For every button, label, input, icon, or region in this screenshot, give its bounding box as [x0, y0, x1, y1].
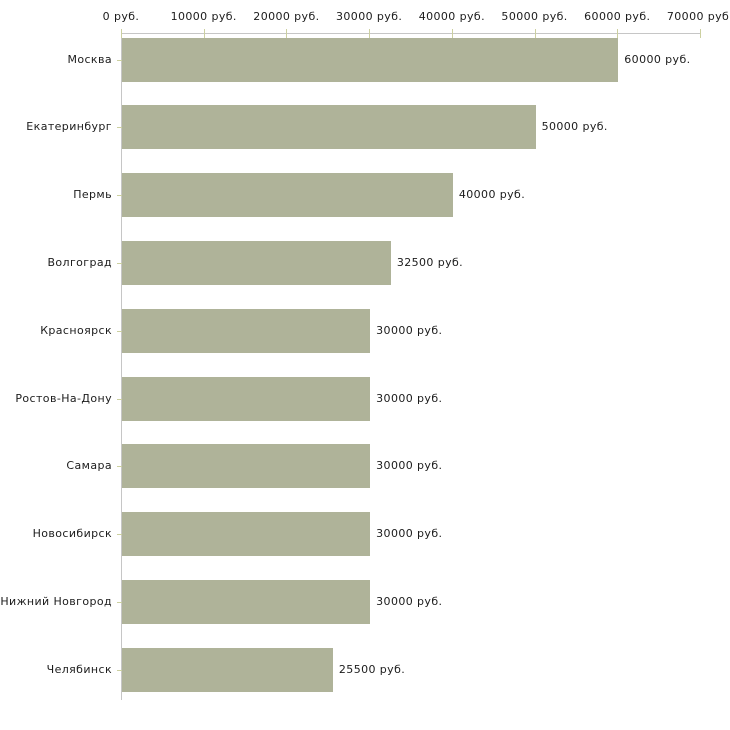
- x-axis-tick-label: 60000 руб.: [584, 10, 651, 23]
- x-axis-tick: [534, 29, 536, 38]
- value-label: 30000 руб.: [376, 527, 443, 541]
- x-axis-tick-label: 0 руб.: [102, 10, 140, 23]
- bar-Волгоград: [122, 240, 391, 285]
- bar-Нижний Новгород: [122, 580, 371, 625]
- value-label: 30000 руб.: [376, 391, 443, 405]
- category-label: Новосибирск: [32, 527, 112, 541]
- value-label: 50000 руб.: [541, 120, 608, 134]
- x-axis-tick: [451, 29, 453, 38]
- category-label: Ростов-На-Дону: [15, 391, 112, 405]
- bar-Самара: [122, 444, 371, 489]
- bar-Новосибирск: [122, 512, 371, 557]
- bar-Пермь: [122, 173, 453, 218]
- category-label: Москва: [67, 52, 112, 66]
- bar-Москва: [122, 37, 619, 82]
- bar-Красноярск: [122, 308, 371, 353]
- value-label: 60000 руб.: [624, 52, 691, 66]
- category-label: Пермь: [73, 188, 112, 202]
- category-label: Екатеринбург: [26, 120, 112, 134]
- x-axis-line: [121, 33, 701, 34]
- category-tick: [117, 602, 122, 604]
- x-axis-tick-label: 10000 руб.: [170, 10, 237, 23]
- value-label: 25500 руб.: [338, 662, 406, 676]
- value-label: 32500 руб.: [396, 255, 464, 269]
- x-axis-tick: [369, 29, 371, 38]
- value-label: 40000 руб.: [458, 188, 526, 202]
- category-tick: [117, 330, 122, 332]
- bar-Ростов-На-Дону: [122, 376, 371, 421]
- value-label: 30000 руб.: [376, 323, 443, 337]
- category-label: Нижний Новгород: [0, 595, 112, 609]
- bar-Челябинск: [122, 647, 333, 692]
- x-axis-tick: [121, 29, 122, 38]
- category-label: Самара: [66, 459, 112, 473]
- category-tick: [117, 398, 122, 400]
- x-axis-tick-label: 50000 руб.: [501, 10, 568, 23]
- x-axis-tick-label: 40000 руб.: [418, 10, 485, 23]
- category-tick: [117, 669, 122, 671]
- category-tick: [117, 195, 122, 197]
- x-axis-tick: [617, 29, 619, 38]
- x-axis-tick-label: 70000 руб.: [666, 10, 730, 23]
- bar-Екатеринбург: [122, 105, 536, 150]
- x-axis-tick: [286, 29, 288, 38]
- category-label: Челябинск: [46, 662, 112, 676]
- category-tick: [117, 534, 122, 536]
- x-axis-tick: [700, 29, 701, 38]
- category-tick: [117, 262, 122, 264]
- value-label: 30000 руб.: [376, 595, 443, 609]
- x-axis-tick-label: 30000 руб.: [336, 10, 403, 23]
- value-label: 30000 руб.: [376, 459, 443, 473]
- category-tick: [117, 59, 122, 61]
- category-label: Красноярск: [40, 323, 112, 337]
- x-axis-tick-label: 20000 руб.: [253, 10, 320, 23]
- category-tick: [117, 466, 122, 468]
- category-tick: [117, 127, 122, 129]
- x-axis-tick: [203, 29, 205, 38]
- category-label: Волгоград: [47, 255, 112, 269]
- y-axis-line: [121, 33, 122, 700]
